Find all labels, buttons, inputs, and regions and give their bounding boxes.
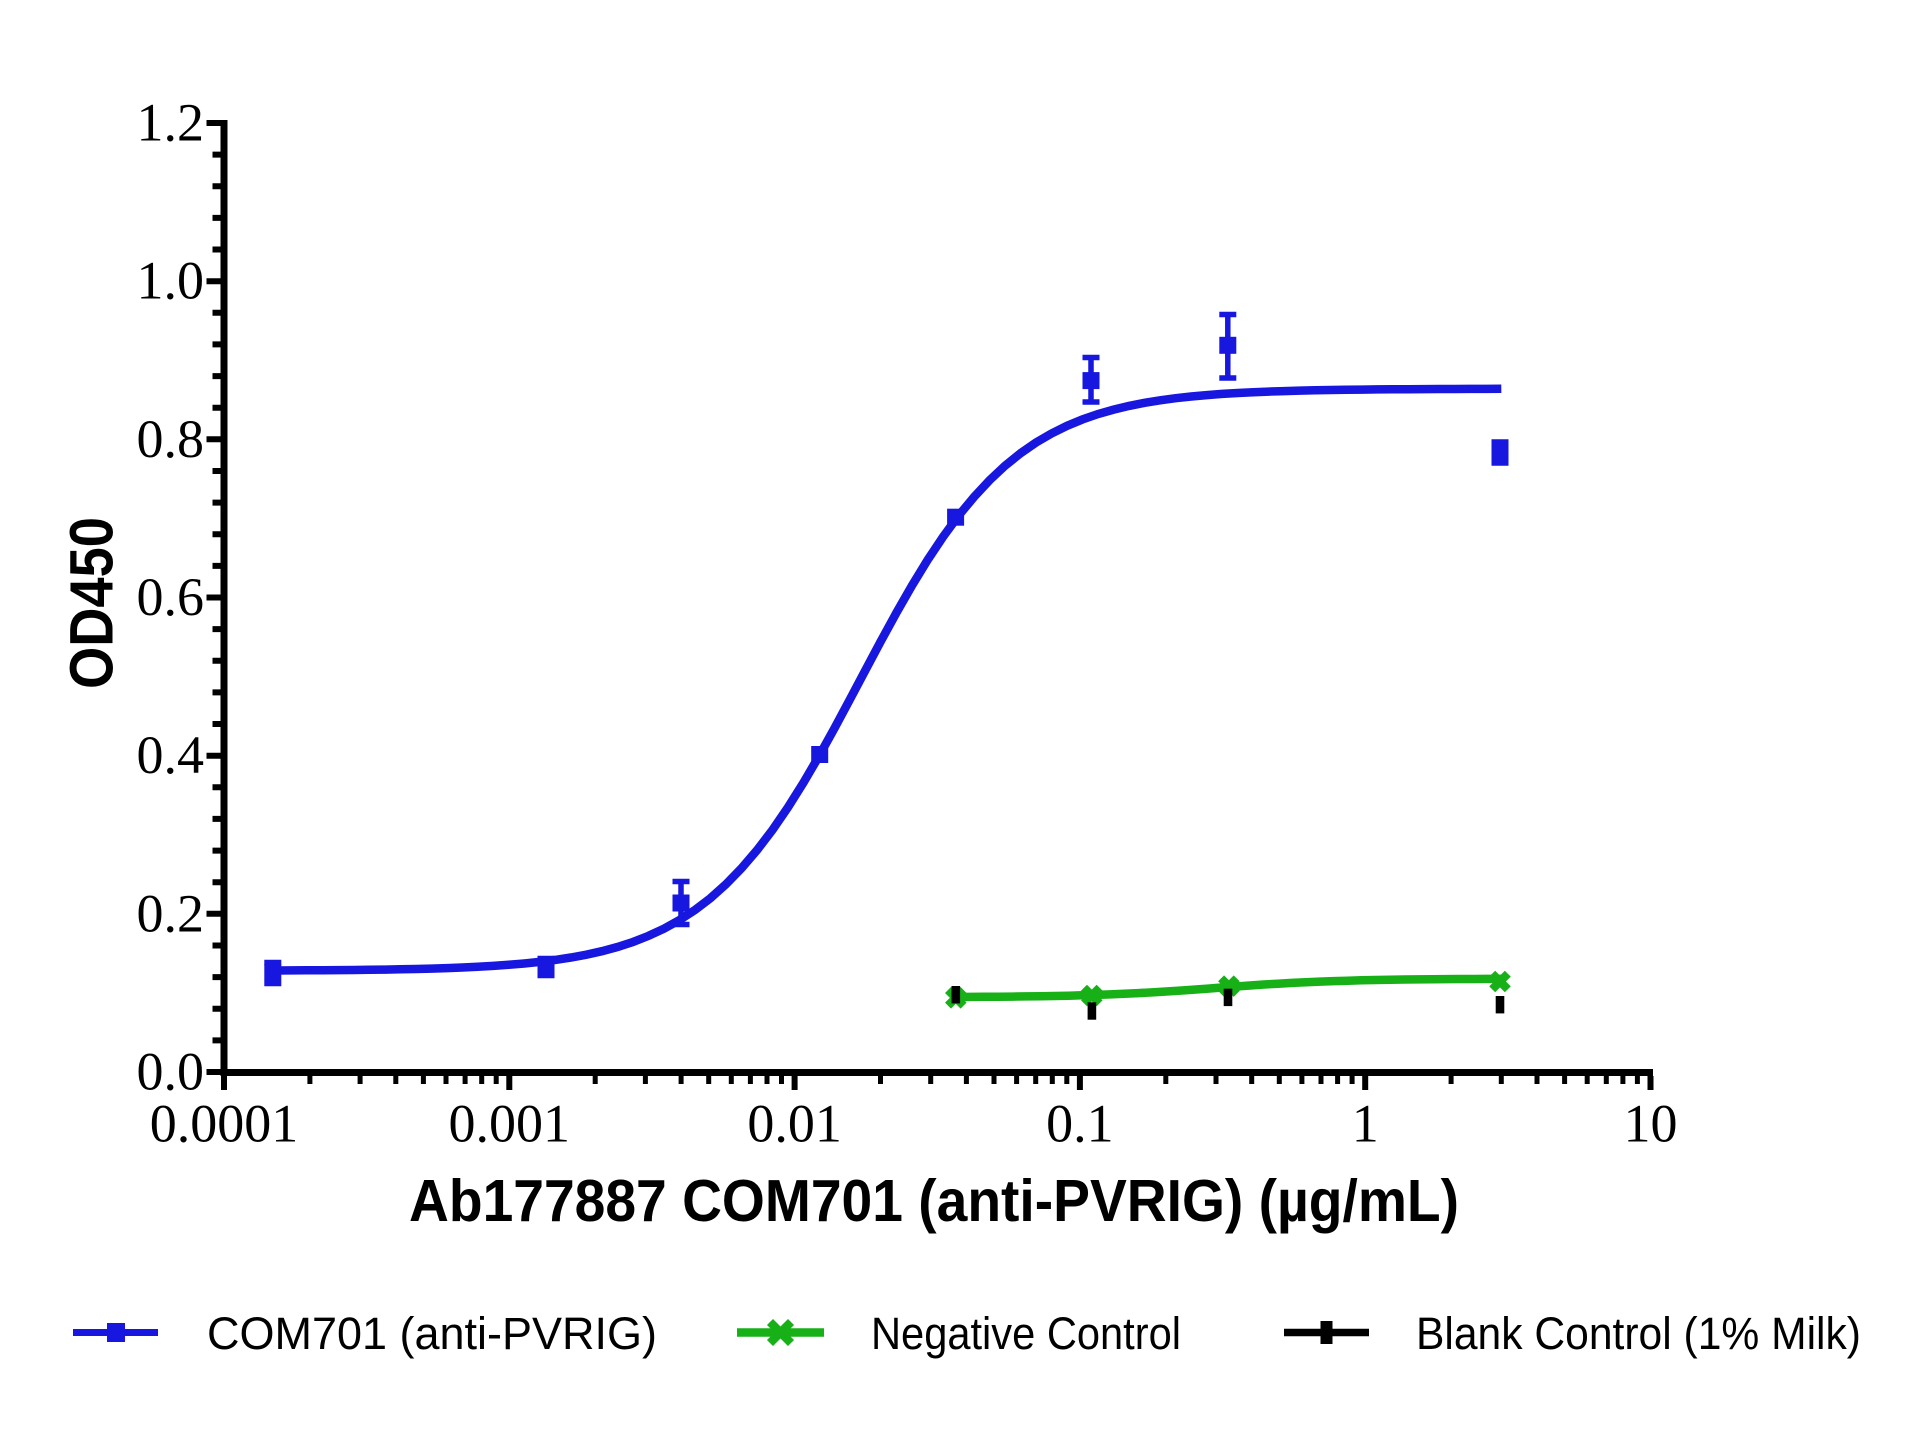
svg-text:0.0001: 0.0001	[150, 1094, 299, 1154]
svg-text:0.001: 0.001	[449, 1094, 571, 1154]
svg-text:0.0: 0.0	[137, 1042, 205, 1102]
svg-text:0.2: 0.2	[137, 883, 205, 943]
svg-text:0.8: 0.8	[137, 409, 205, 469]
svg-text:1.0: 1.0	[137, 251, 205, 311]
svg-text:Negative Control: Negative Control	[871, 1308, 1181, 1359]
svg-text:1.2: 1.2	[137, 93, 205, 153]
svg-text:COM701 (anti-PVRIG): COM701 (anti-PVRIG)	[207, 1308, 657, 1359]
svg-text:Blank Control (1% Milk): Blank Control (1% Milk)	[1416, 1308, 1861, 1359]
svg-text:10: 10	[1624, 1094, 1678, 1154]
svg-text:Ab177887 COM701 (anti-PVRIG) (: Ab177887 COM701 (anti-PVRIG) (µg/mL)	[409, 1168, 1459, 1234]
svg-text:OD450: OD450	[58, 517, 126, 689]
svg-text:0.4: 0.4	[137, 725, 205, 785]
svg-text:0.01: 0.01	[747, 1094, 842, 1154]
svg-text:0.1: 0.1	[1046, 1094, 1114, 1154]
svg-text:0.6: 0.6	[137, 567, 205, 627]
svg-text:1: 1	[1352, 1094, 1379, 1154]
